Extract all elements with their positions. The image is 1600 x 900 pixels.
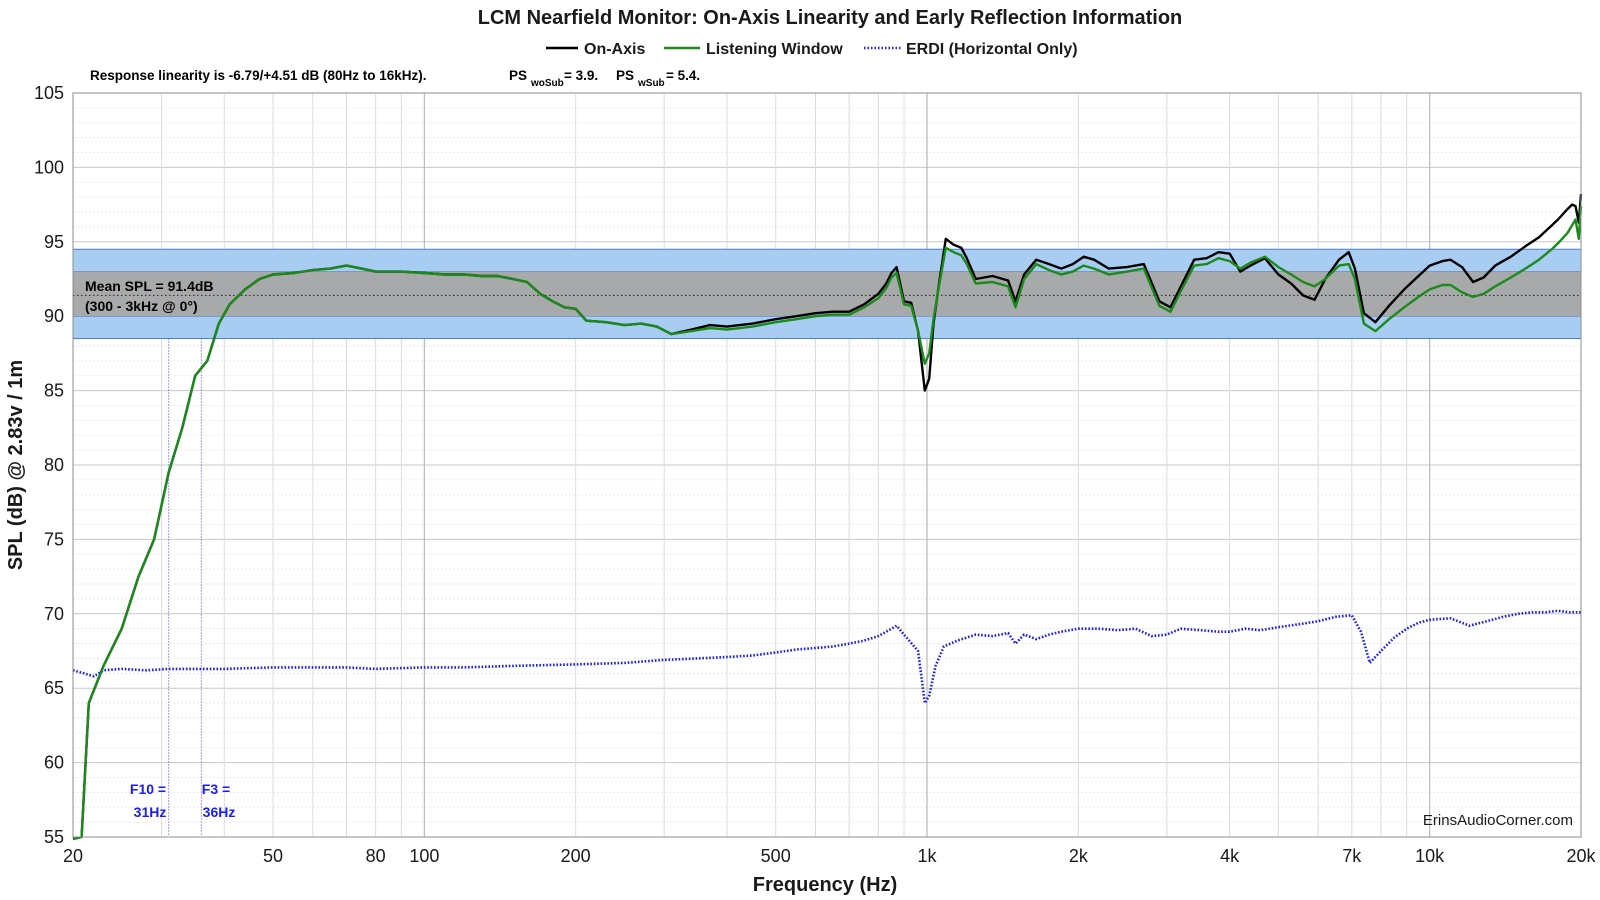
y-tick-label: 65 (44, 678, 64, 698)
y-tick-label: 85 (44, 381, 64, 401)
band-mean-gray (73, 271, 1581, 317)
y-tick-labels: 55 60 65 70 75 80 85 90 95 100 105 (34, 83, 64, 847)
x-tick-label: 4k (1220, 846, 1240, 866)
ps-wosub-label: PS (509, 68, 527, 83)
y-tick-label: 95 (44, 232, 64, 252)
ps-wosub-value: = 3.9. (564, 68, 598, 83)
y-tick-label: 80 (44, 455, 64, 475)
mean-spl-label: Mean SPL = 91.4dB (85, 278, 214, 294)
x-tick-label: 50 (263, 846, 283, 866)
x-tick-label: 7k (1342, 846, 1362, 866)
legend-label-listening-window: Listening Window (706, 41, 843, 58)
y-tick-label: 105 (34, 83, 64, 103)
legend-label-on-axis: On-Axis (584, 41, 645, 58)
ps-wsub-subscript: wSub (637, 78, 665, 89)
linearity-text: Response linearity is -6.79/+4.51 dB (80… (90, 68, 427, 83)
y-tick-label: 60 (44, 753, 64, 773)
y-tick-label: 70 (44, 604, 64, 624)
x-tick-label: 80 (366, 846, 386, 866)
x-tick-label: 200 (561, 846, 591, 866)
grid (72, 92, 1582, 838)
ps-wsub-label: PS (616, 68, 634, 83)
y-tick-label: 90 (44, 306, 64, 326)
x-tick-label: 1k (918, 846, 938, 866)
x-tick-label: 10k (1415, 846, 1445, 866)
x-tick-label: 500 (761, 846, 791, 866)
legend: On-Axis Listening Window ERDI (Horizonta… (546, 41, 1078, 58)
linearity-annotation: Response linearity is -6.79/+4.51 dB (80… (90, 68, 700, 89)
y-tick-label: 75 (44, 529, 64, 549)
mean-spl-range-label: (300 - 3kHz @ 0°) (85, 298, 198, 314)
y-tick-label: 55 (44, 827, 64, 847)
mean-spl-bands (72, 248, 1582, 340)
x-axis-title: Frequency (Hz) (753, 874, 897, 896)
plot-border (72, 92, 1582, 838)
x-tick-label: 2k (1069, 846, 1089, 866)
legend-label-erdi: ERDI (Horizontal Only) (906, 41, 1078, 58)
f3-label-line2: 36Hz (203, 804, 236, 820)
y-axis-title: SPL (dB) @ 2.83v / 1m (5, 360, 27, 570)
ps-wosub-subscript: woSub (530, 78, 564, 89)
x-tick-label: 20k (1566, 846, 1596, 866)
series-line-listening-window (72, 206, 1583, 841)
series (72, 194, 1583, 841)
watermark: ErinsAudioCorner.com (1423, 812, 1573, 829)
ps-wsub-value: = 5.4. (666, 68, 700, 83)
y-tick-label: 100 (34, 157, 64, 177)
band-lower-tolerance (72, 315, 1582, 340)
x-tick-labels: 20 50 80 100 200 500 1k 2k 4k 7k 10k 20k (63, 846, 1597, 866)
x-tick-label: 20 (63, 846, 83, 866)
chart-title: LCM Nearfield Monitor: On-Axis Linearity… (478, 7, 1183, 29)
f10-label-line2: 31Hz (134, 804, 167, 820)
f3-label-line1: F3 = (202, 781, 230, 797)
x-tick-label: 100 (409, 846, 439, 866)
f10-label-line1: F10 = (130, 781, 166, 797)
f-markers (168, 338, 202, 837)
series-line-erdi-horizontal-only (72, 609, 1581, 705)
